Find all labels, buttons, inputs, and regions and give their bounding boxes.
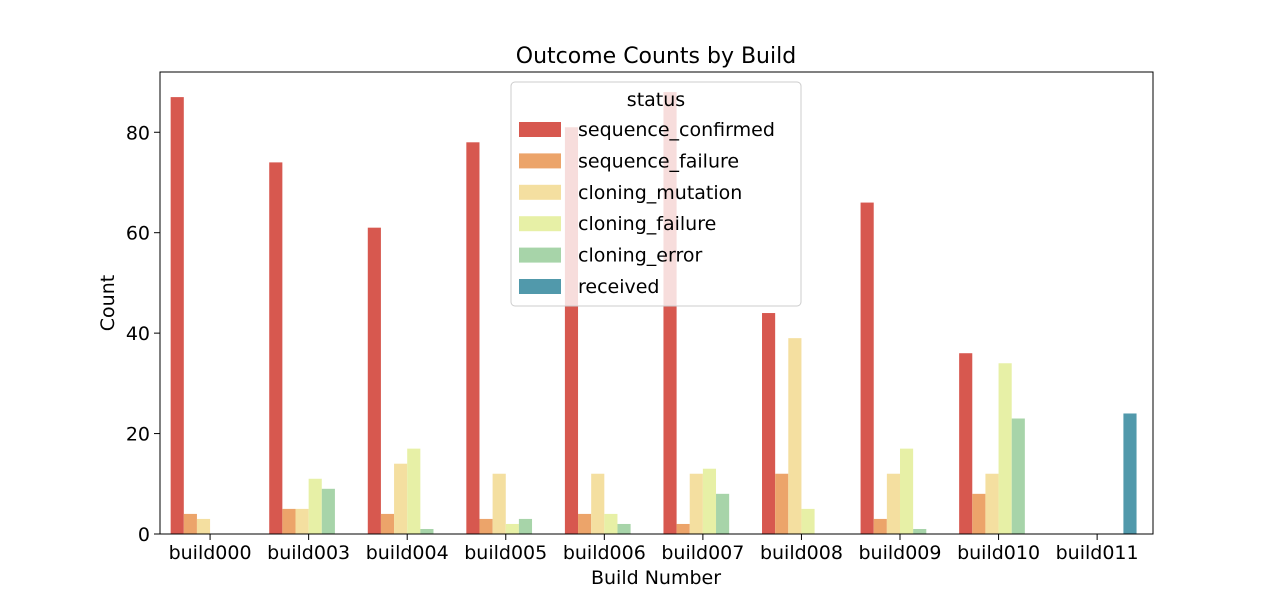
bar-cloning_error-build005	[518, 518, 533, 534]
bar-cloning_error-build009	[913, 528, 927, 534]
x-tick-label: build004	[366, 542, 449, 564]
y-tick-label: 80	[126, 122, 150, 144]
x-tick-label: build005	[464, 542, 547, 564]
bar-sequence_failure-build005	[479, 518, 493, 534]
bar-received-build011	[1123, 413, 1137, 534]
legend-label-cloning_error: cloning_error	[578, 245, 702, 267]
bar-cloning_failure-build009	[900, 448, 914, 534]
x-tick-label: build010	[957, 542, 1040, 564]
bar-sequence_confirmed-build004	[367, 227, 381, 535]
bar-sequence_confirmed-build003	[269, 162, 283, 534]
bar-cloning_failure-build004	[407, 448, 421, 534]
x-tick-label: build006	[563, 542, 646, 564]
bar-cloning_failure-build010	[998, 363, 1012, 534]
bar-sequence_confirmed-build010	[959, 353, 973, 534]
legend-swatch-cloning_failure	[519, 216, 561, 232]
bar-cloning_mutation-build010	[985, 473, 999, 534]
bar-cloning_error-build004	[420, 528, 434, 534]
bar-cloning_error-build010	[1011, 418, 1025, 534]
bar-cloning_failure-build006	[604, 513, 618, 534]
bar-cloning_mutation-build000	[196, 518, 211, 534]
legend-label-sequence_confirmed: sequence_confirmed	[578, 119, 775, 141]
y-tick-label: 20	[126, 424, 150, 446]
legend-label-cloning_mutation: cloning_mutation	[578, 182, 742, 204]
legend-swatch-sequence_failure	[519, 153, 561, 169]
bar-sequence_failure-build007	[676, 523, 690, 534]
legend-title: status	[627, 89, 685, 111]
x-tick-label: build007	[661, 542, 744, 564]
bar-sequence_confirmed-build009	[860, 202, 874, 534]
y-tick-label: 0	[138, 524, 150, 546]
x-tick-label: build000	[169, 542, 252, 564]
bar-cloning_mutation-build009	[886, 473, 900, 534]
bar-cloning_mutation-build003	[295, 508, 309, 534]
legend-swatch-cloning_error	[519, 247, 561, 263]
bar-cloning_failure-build008	[801, 508, 815, 534]
bar-sequence_failure-build010	[972, 493, 986, 534]
x-tick-label: build011	[1056, 542, 1139, 564]
y-axis: 0 20 40 60 80	[126, 122, 160, 546]
x-axis-label: Build Number	[591, 567, 721, 589]
bar-cloning_mutation-build008	[788, 338, 802, 534]
bar-sequence_failure-build000	[183, 513, 197, 534]
plot-frame	[159, 71, 1154, 535]
bar-cloning_failure-build007	[702, 468, 717, 534]
legend-swatch-cloning_mutation	[519, 184, 561, 200]
bars-group	[170, 92, 1137, 535]
legend-label-sequence_failure: sequence_failure	[578, 150, 739, 172]
bar-sequence_confirmed-build008	[762, 313, 776, 534]
x-tick-label: build008	[760, 542, 843, 564]
bar-sequence_failure-build006	[578, 513, 592, 534]
bar-cloning_mutation-build005	[492, 473, 506, 534]
bar-cloning_mutation-build006	[591, 473, 605, 534]
bar-sequence_confirmed-build000	[170, 97, 184, 535]
bar-cloning_failure-build003	[308, 478, 322, 534]
legend-label-received: received	[578, 276, 660, 298]
legend-swatch-received	[519, 279, 561, 294]
bar-cloning_error-build006	[617, 523, 631, 534]
bar-sequence_failure-build009	[873, 518, 887, 534]
y-tick-label: 60	[126, 223, 150, 245]
y-tick-label: 40	[126, 323, 150, 345]
legend-swatch-sequence_confirmed	[519, 122, 561, 137]
x-axis: build000 build003 build004 build005 build006…	[169, 534, 1139, 564]
bar-sequence_failure-build004	[380, 513, 395, 534]
bar-cloning_error-build007	[716, 493, 730, 534]
x-tick-label: build003	[267, 542, 350, 564]
bar-cloning_error-build003	[321, 488, 335, 534]
x-tick-label: build009	[859, 542, 942, 564]
legend: status sequence_confirmed sequence_failur…	[510, 81, 802, 307]
chart-title: Outcome Counts by Build	[516, 44, 796, 69]
bar-sequence_failure-build008	[775, 473, 789, 534]
bar-cloning_mutation-build007	[689, 473, 703, 534]
legend-label-cloning_failure: cloning_failure	[578, 213, 716, 235]
bar-sequence_confirmed-build005	[466, 142, 480, 535]
y-axis-label: Count	[97, 275, 119, 331]
bar-sequence_failure-build003	[282, 508, 296, 534]
bar-cloning_failure-build005	[505, 523, 519, 534]
bar-cloning_mutation-build004	[394, 463, 408, 534]
legend-frame	[510, 81, 802, 307]
